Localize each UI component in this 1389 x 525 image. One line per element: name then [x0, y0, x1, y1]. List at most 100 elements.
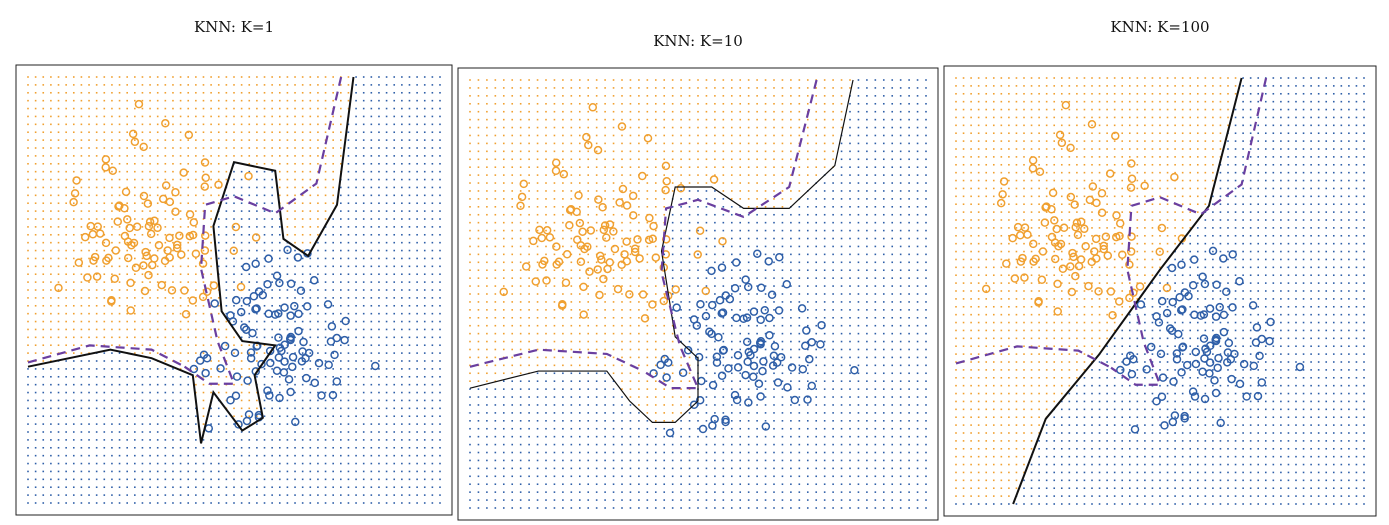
grid-dot	[50, 194, 52, 197]
grid-dot	[362, 131, 365, 134]
sample-point	[141, 247, 150, 257]
grid-dot	[324, 383, 327, 386]
grid-dot	[126, 115, 128, 118]
grid-dot	[536, 285, 539, 287]
grid-dot	[663, 316, 666, 319]
grid-dot	[248, 91, 251, 94]
grid-dot	[663, 467, 666, 470]
grid-dot	[42, 423, 45, 425]
grid-dot	[156, 368, 159, 370]
grid-dot	[646, 269, 649, 272]
grid-dot	[149, 494, 151, 496]
grid-dot	[671, 269, 674, 272]
grid-dot	[519, 269, 522, 272]
grid-dot	[240, 446, 243, 449]
sample-point	[310, 378, 320, 388]
grid-dot	[240, 470, 243, 473]
sample-point	[201, 173, 210, 183]
grid-dot	[570, 237, 573, 240]
sample-point	[275, 393, 284, 403]
grid-dot	[646, 420, 649, 422]
grid-dot	[408, 84, 411, 86]
grid-dot	[141, 233, 144, 236]
grid-dot	[663, 198, 666, 200]
grid-dot	[340, 407, 342, 410]
grid-dot	[95, 375, 98, 378]
grid-dot	[423, 470, 426, 473]
grid-dot	[286, 352, 289, 354]
grid-dot	[118, 147, 121, 149]
grid-dot	[385, 391, 388, 394]
grid-dot	[680, 126, 682, 129]
grid-dot	[654, 491, 657, 493]
grid-dot	[156, 194, 159, 197]
grid-dot	[697, 87, 699, 89]
grid-dot	[80, 107, 83, 110]
grid-dot	[511, 102, 514, 105]
grid-dot	[149, 265, 151, 268]
grid-dot	[469, 150, 471, 153]
grid-dot	[663, 451, 666, 454]
grid-dot	[431, 194, 434, 197]
grid-dot	[332, 91, 334, 94]
grid-dot	[362, 399, 365, 402]
grid-dot	[553, 443, 556, 446]
grid-dot	[103, 454, 106, 457]
grid-dot	[370, 478, 373, 481]
grid-dot	[118, 486, 121, 489]
grid-dot	[469, 285, 471, 287]
grid-dot	[271, 76, 273, 78]
grid-dot	[528, 396, 530, 398]
grid-dot	[27, 273, 29, 276]
grid-dot	[401, 462, 403, 465]
grid-dot	[705, 213, 708, 216]
grid-dot	[141, 304, 144, 307]
grid-dot	[217, 304, 220, 307]
grid-dot	[57, 407, 60, 410]
grid-dot	[722, 158, 725, 161]
grid-dot	[536, 198, 539, 200]
grid-dot	[271, 328, 273, 331]
grid-dot	[671, 356, 674, 359]
grid-dot	[309, 91, 312, 94]
grid-dot	[156, 178, 159, 181]
grid-dot	[697, 277, 699, 279]
grid-dot	[536, 364, 539, 367]
grid-dot	[233, 147, 235, 149]
grid-dot	[256, 218, 258, 220]
grid-dot	[355, 391, 357, 394]
grid-dot	[604, 324, 606, 327]
grid-dot	[595, 388, 598, 390]
grid-dot	[95, 170, 98, 173]
grid-dot	[355, 446, 357, 449]
grid-dot	[118, 375, 121, 378]
grid-dot	[347, 312, 350, 315]
grid-dot	[370, 162, 373, 165]
grid-dot	[439, 273, 441, 276]
grid-dot	[621, 380, 623, 382]
grid-dot	[439, 76, 441, 78]
grid-dot	[233, 210, 235, 212]
grid-dot	[654, 269, 657, 272]
grid-dot	[57, 131, 60, 134]
knn-boundary	[27, 76, 355, 444]
grid-dot	[629, 396, 632, 398]
grid-dot	[621, 404, 623, 406]
grid-dot	[562, 420, 564, 422]
sample-point	[275, 278, 284, 288]
grid-dot	[638, 221, 640, 224]
grid-dot	[722, 142, 725, 145]
grid-dot	[562, 166, 564, 168]
grid-dot	[164, 399, 167, 402]
grid-dot	[65, 289, 67, 291]
grid-dot	[195, 76, 197, 78]
grid-dot	[240, 304, 243, 307]
grid-dot	[536, 459, 539, 462]
grid-dot	[714, 87, 716, 89]
grid-dot	[612, 285, 615, 287]
grid-dot	[562, 269, 564, 272]
grid-dot	[385, 486, 388, 489]
grid-dot	[688, 150, 691, 153]
grid-dot	[654, 443, 657, 446]
sample-point	[145, 217, 155, 227]
